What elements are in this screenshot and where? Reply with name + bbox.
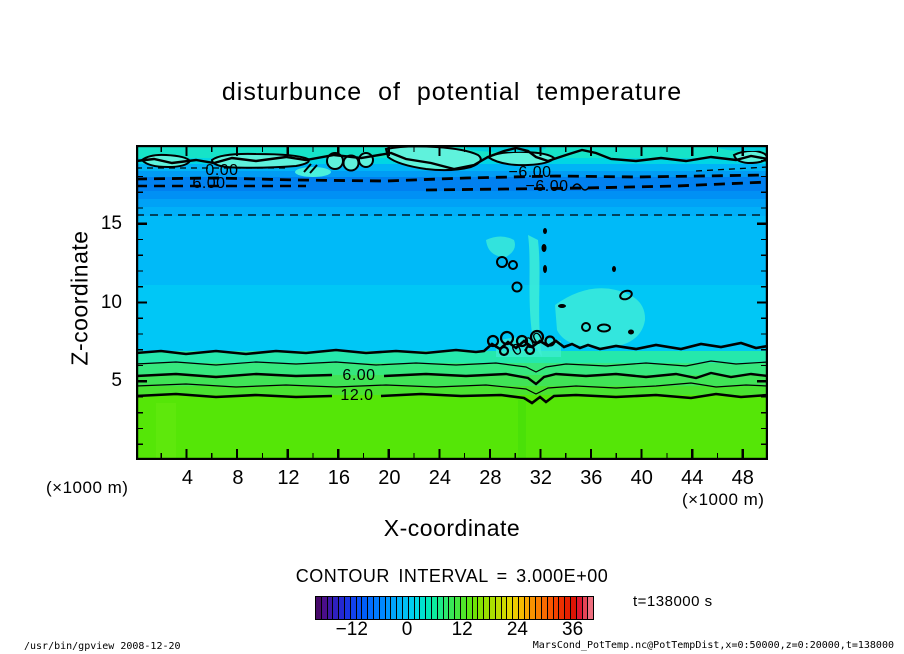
contour-line-label: 12.0: [340, 387, 374, 404]
colorbar-cell: [455, 597, 461, 619]
colorbar-tick-label: −12: [335, 619, 368, 640]
upper-contours: [136, 146, 768, 216]
colorbar-cell: [513, 597, 519, 619]
colorbar-cell: [426, 597, 432, 619]
colorbar-cell: [368, 597, 374, 619]
contour-line-label: −6.00: [525, 178, 569, 195]
colorbar-tick-label: 36: [562, 619, 584, 640]
colorbar-cell: [553, 597, 560, 619]
colorbar-cell: [495, 597, 502, 619]
colorbar-cell: [339, 597, 345, 619]
lower-contours: [136, 329, 768, 460]
x-axis-unit: (×1000 m): [682, 490, 765, 509]
colorbar-cell: [373, 597, 380, 619]
colorbar-cell: [565, 597, 572, 619]
colorbar-cell: [466, 597, 473, 619]
colorbar-cell: [402, 597, 409, 619]
colorbar-cell: [420, 597, 427, 619]
colorbar-cell: [397, 597, 403, 619]
colorbar-cell: [489, 597, 496, 619]
colorbar-cell: [582, 597, 589, 619]
contour-overlay: [136, 145, 768, 460]
colorbar-cell: [571, 597, 577, 619]
colorbar-cell: [501, 597, 508, 619]
colorbar-cell: [449, 597, 456, 619]
y-tick-label: 5: [111, 370, 122, 392]
colorbar-cell: [524, 597, 531, 619]
x-tick-label: 8: [232, 467, 244, 489]
colorbar-cell: [414, 597, 421, 619]
colorbar-cell: [547, 597, 554, 619]
colorbar-cell: [344, 597, 351, 619]
contour-line-label: −6.00: [508, 164, 552, 181]
colorbar-cell: [333, 597, 340, 619]
colorbar-cell: [327, 597, 334, 619]
colorbar-cell: [385, 597, 392, 619]
colorbar-cell: [350, 597, 357, 619]
contour-line-label: 0.00: [205, 162, 239, 179]
contour-line-label: 6.00: [192, 175, 226, 192]
colorbar-tick-label: 12: [451, 619, 473, 640]
colorbar: [315, 596, 594, 620]
x-tick-label: 36: [580, 467, 603, 489]
x-tick-label: 4: [181, 467, 194, 489]
y-tick-label: 10: [100, 291, 122, 313]
colorbar-tick-label: 24: [506, 619, 528, 640]
colorbar-cell: [542, 597, 548, 619]
colorbar-cell: [472, 597, 479, 619]
colorbar-cell: [391, 597, 398, 619]
x-tick-label: 40: [630, 467, 653, 489]
colorbar-cell: [576, 597, 583, 619]
y-tick-label: 15: [100, 212, 122, 234]
contour-line-label: 6.00: [342, 367, 376, 384]
colorbar-cell: [437, 597, 444, 619]
footer-datasource: MarsCond_PotTemp.nc@PotTempDist,x=0:5000…: [532, 640, 894, 651]
x-tick-label: 44: [681, 467, 704, 489]
mid-plume: [486, 228, 646, 357]
x-tick-label: 28: [479, 467, 502, 489]
colorbar-cell: [484, 597, 490, 619]
x-tick-label: 20: [378, 467, 401, 489]
time-annotation: t=138000 s: [633, 593, 713, 610]
colorbar-cell: [356, 597, 363, 619]
figure-title: disturbunce of potential temperature: [221, 78, 683, 106]
colorbar-cell: [321, 597, 328, 619]
x-axis-title: X-coordinate: [383, 515, 521, 541]
y-axis-unit: (×1000 m): [46, 478, 129, 497]
footer-command: /usr/bin/gpview 2008-12-20: [24, 641, 181, 652]
x-tick-label: 48: [731, 467, 754, 489]
x-tick-label: 16: [327, 467, 351, 489]
colorbar-cell: [362, 597, 369, 619]
x-tick-label: 12: [277, 467, 300, 489]
colorbar-cell: [478, 597, 485, 619]
colorbar-cell: [588, 597, 594, 619]
colorbar-cell: [536, 597, 543, 619]
colorbar-cell: [443, 597, 450, 619]
colorbar-cell: [507, 597, 514, 619]
axis-ticks: [138, 147, 766, 458]
colorbar-cell: [408, 597, 415, 619]
colorbar-cell: [431, 597, 438, 619]
colorbar-cell: [460, 597, 467, 619]
x-tick-label: 24: [428, 467, 451, 489]
plot-frame: [136, 145, 768, 460]
colorbar-tick-label: 0: [401, 619, 413, 640]
colorbar-cell: [379, 597, 386, 619]
contour-plot-area: 0.00 6.00 −6.00 −6.00 0.00 6.00 12.0: [136, 145, 768, 460]
colorbar-title: CONTOUR INTERVAL = 3.000E+00: [295, 566, 609, 586]
colorbar-cell: [316, 597, 322, 619]
colorbar-cell: [518, 597, 525, 619]
colorbar-cell: [530, 597, 537, 619]
colorbar-cell: [559, 597, 566, 619]
x-tick-label: 32: [529, 467, 552, 489]
